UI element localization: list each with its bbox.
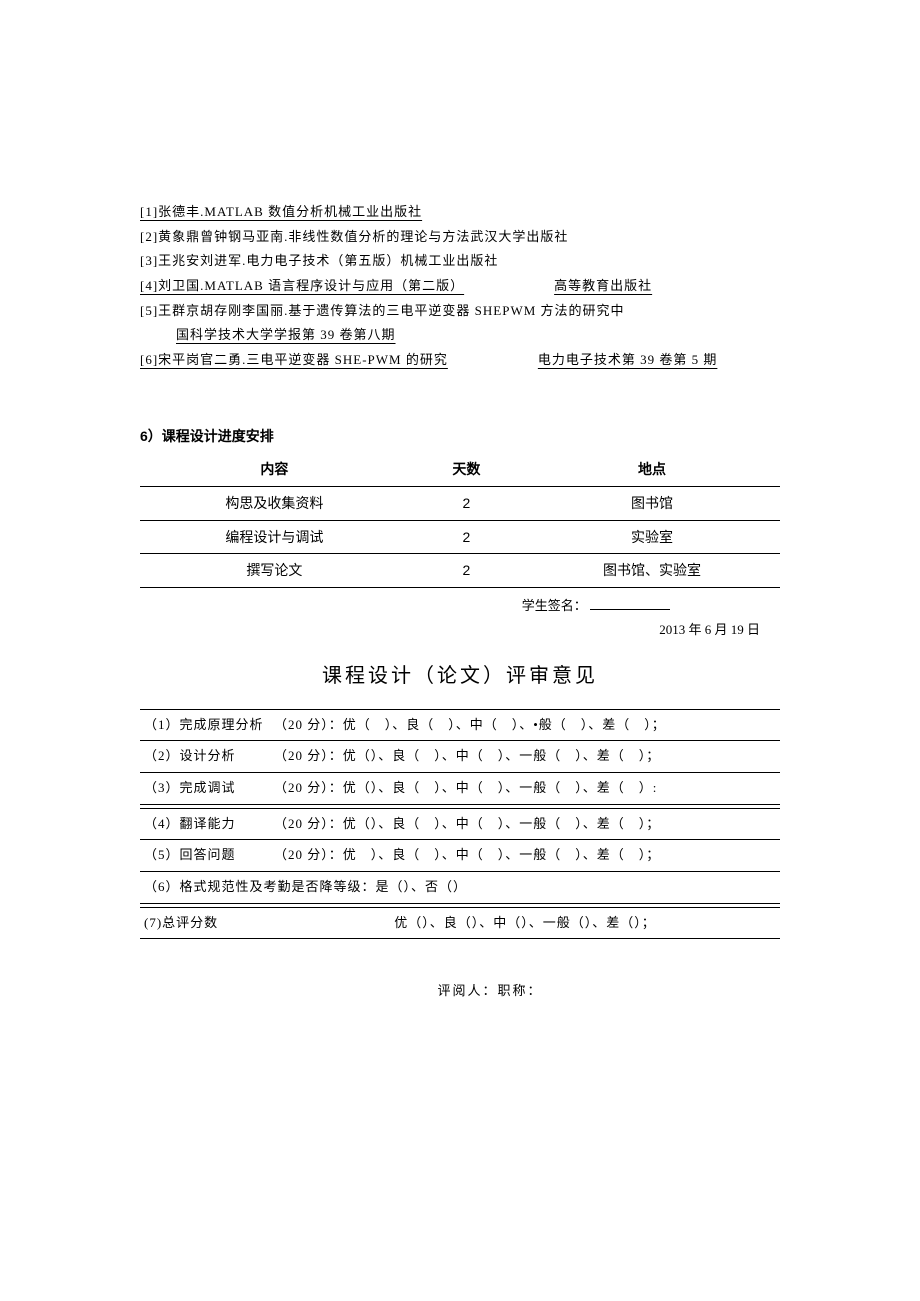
table-row: 编程设计与调试 2 实验室 [140, 520, 780, 554]
review-label-7: (7)总评分数 [140, 907, 270, 939]
review-row: （4）翻译能力 （20 分）：优（）、良（ ）、中（ ）、一般（ ）、差（ ）； [140, 808, 780, 840]
cell-place: 实验室 [524, 520, 780, 554]
review-row: (7)总评分数 优（）、良（）、中（）、一般（）、差（）； [140, 907, 780, 939]
review-text: （20 分）：优（）、良（ ）、中（ ）、一般（ ）、差（ ）: [270, 773, 780, 805]
reference-4b: 高等教育出版社 [554, 278, 652, 293]
review-text: （20 分）：优（）、良（ ）、中（ ）、一般（ ）、差（ ）； [270, 808, 780, 840]
review-text-7: 优（）、良（）、中（）、一般（）、差（）； [270, 907, 780, 939]
table-header-row: 内容 天数 地点 [140, 453, 780, 486]
header-days: 天数 [409, 453, 524, 486]
review-label: （3）完成调试 [140, 773, 270, 805]
table-row: 撰写论文 2 图书馆、实验室 [140, 554, 780, 588]
review-row: （1）完成原理分析 （20 分）：优（ ）、良（ ）、中（ ）、•般（ ）、差（… [140, 709, 780, 741]
reference-5b: 国科学技术大学学报第 39 卷第八期 [176, 327, 696, 342]
cell-place: 图书馆 [524, 487, 780, 521]
review-row: （3）完成调试 （20 分）：优（）、良（ ）、中（ ）、一般（ ）、差（ ）: [140, 773, 780, 805]
signature-line: 学生签名： [140, 594, 780, 619]
review-text: （20 分）：优 ）、良（ ）、中（ ）、一般（ ）、差（ ）； [270, 840, 780, 872]
review-row: （5）回答问题 （20 分）：优 ）、良（ ）、中（ ）、一般（ ）、差（ ）； [140, 840, 780, 872]
schedule-table: 内容 天数 地点 构思及收集资料 2 图书馆 编程设计与调试 2 实验室 撰写论… [140, 453, 780, 587]
reference-6b: 电力电子技术第 39 卷第 5 期 [538, 352, 718, 367]
signature-label: 学生签名： [522, 598, 587, 613]
references-block: [1]张德丰.MATLAB 数值分析机械工业出版社 [2]黄象鼎曾钟钢马亚南.非… [140, 200, 780, 373]
review-title: 课程设计（论文）评审意见 [140, 657, 780, 695]
reference-3: [3]王兆安刘进军.电力电子技术（第五版）机械工业出版社 [140, 249, 780, 274]
review-text: （20 分）：优（）、良（ ）、中（ ）、一般（ ）、差（ ）； [270, 741, 780, 773]
review-row: （6）格式规范性及考勤是否降等级：是（）、否（） [140, 872, 780, 904]
date-line: 2013 年 6 月 19 日 [140, 618, 780, 643]
reference-2: [2]黄象鼎曾钟钢马亚南.非线性数值分析的理论与方法武汉大学出版社 [140, 225, 780, 250]
header-content: 内容 [140, 453, 409, 486]
header-place: 地点 [524, 453, 780, 486]
cell-days: 2 [409, 487, 524, 521]
reference-5a: [5]王群京胡存刚李国丽.基于遗传算法的三电平逆变器 SHEPWM 方法的研究中 [140, 299, 780, 324]
document-page: [1]张德丰.MATLAB 数值分析机械工业出版社 [2]黄象鼎曾钟钢马亚南.非… [0, 0, 920, 1104]
review-label: （1）完成原理分析 [140, 709, 270, 741]
reference-4a: [4]刘卫国.MATLAB 语言程序设计与应用（第二版） [140, 278, 464, 293]
review-text: （20 分）：优（ ）、良（ ）、中（ ）、•般（ ）、差（ ）； [270, 709, 780, 741]
cell-content: 构思及收集资料 [140, 487, 409, 521]
reviewer-line: 评阅人：职称： [140, 979, 780, 1004]
cell-content: 编程设计与调试 [140, 520, 409, 554]
reference-1: [1]张德丰.MATLAB 数值分析机械工业出版社 [140, 200, 780, 225]
cell-days: 2 [409, 520, 524, 554]
review-label: （4）翻译能力 [140, 808, 270, 840]
cell-content: 撰写论文 [140, 554, 409, 588]
review-label: （2）设计分析 [140, 741, 270, 773]
reference-5b-wrap: 国科学技术大学学报第 39 卷第八期 [140, 323, 780, 348]
table-row: 构思及收集资料 2 图书馆 [140, 487, 780, 521]
review-row-6: （6）格式规范性及考勤是否降等级：是（）、否（） [140, 872, 780, 904]
review-row: （2）设计分析 （20 分）：优（）、良（ ）、中（ ）、一般（ ）、差（ ）； [140, 741, 780, 773]
reference-6: [6]宋平岗官二勇.三电平逆变器 SHE-PWM 的研究 电力电子技术第 39 卷… [140, 348, 780, 373]
cell-days: 2 [409, 554, 524, 588]
reference-4: [4]刘卫国.MATLAB 语言程序设计与应用（第二版） 高等教育出版社 [140, 274, 780, 299]
signature-underline [590, 609, 670, 610]
review-table: （1）完成原理分析 （20 分）：优（ ）、良（ ）、中（ ）、•般（ ）、差（… [140, 705, 780, 939]
cell-place: 图书馆、实验室 [524, 554, 780, 588]
reference-6a: [6]宋平岗官二勇.三电平逆变器 SHE-PWM 的研究 [140, 352, 448, 367]
review-label: （5）回答问题 [140, 840, 270, 872]
schedule-title: 6）课程设计进度安排 [140, 423, 780, 450]
